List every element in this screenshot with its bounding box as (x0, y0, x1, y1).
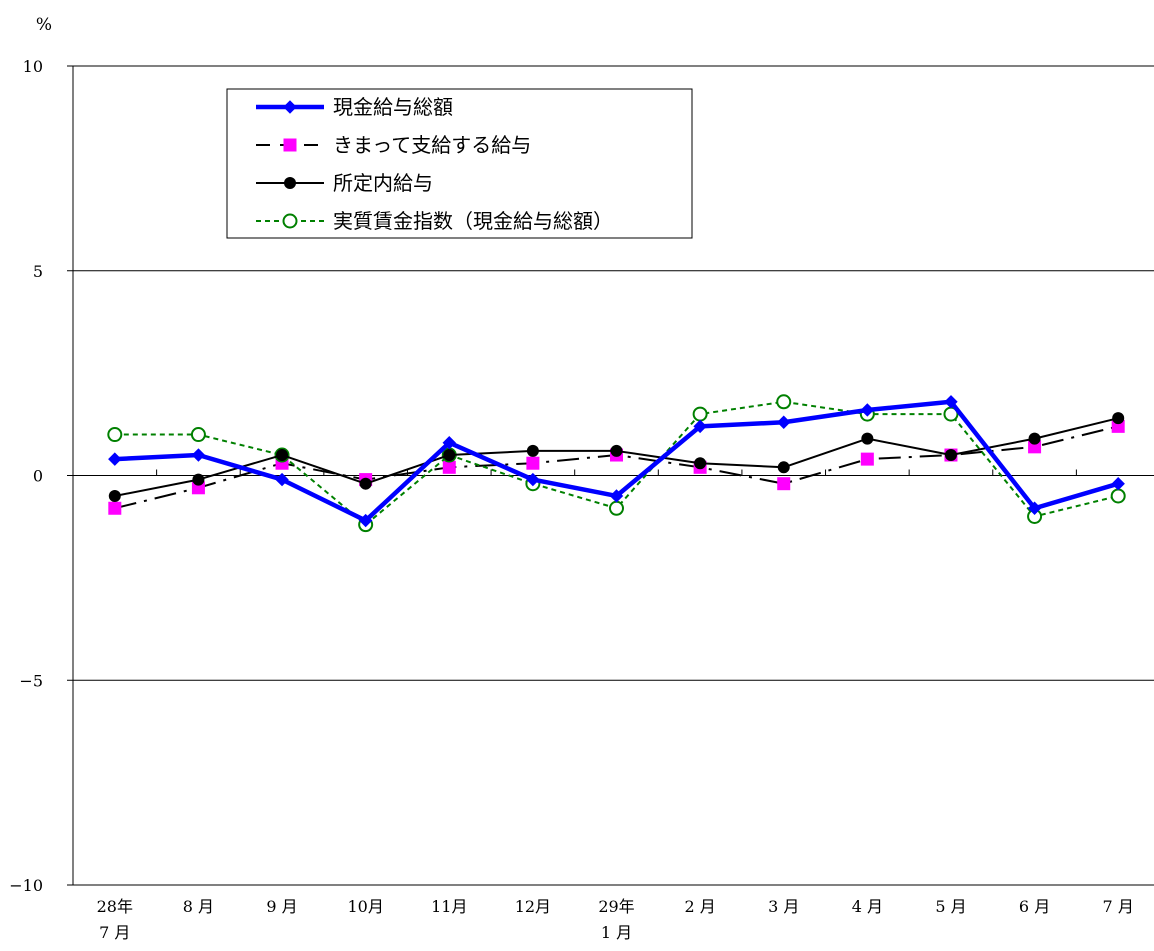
diamond-marker (1027, 501, 1042, 515)
x-tick-label: 8 月 (183, 897, 214, 916)
legend-label: きまって支給する給与 (333, 133, 531, 157)
legend-label: 実質賃金指数（現金給与総額） (333, 209, 613, 233)
x-tick-label: 28年 (97, 897, 133, 916)
y-tick-label: 10 (23, 57, 43, 76)
circle-marker (1112, 412, 1125, 425)
square-marker (442, 460, 456, 474)
square-marker (108, 501, 122, 515)
y-tick-label: 5 (33, 262, 43, 281)
x-tick-label: 3 月 (768, 897, 799, 916)
x-tick-label: 11月 (431, 897, 467, 916)
open-circle-marker (692, 406, 708, 422)
circle-marker (610, 444, 623, 457)
x-tick-label: 29年 (598, 897, 634, 916)
legend-label: 現金給与総額 (333, 95, 453, 119)
axes: 10 5 0 −5 −10% 28年 7 月 8 月 9 月 10月 11月 12月 29年 1 月 2 月… (9, 15, 1154, 942)
diamond-marker (191, 448, 206, 462)
y-tick-label: −5 (19, 671, 43, 690)
diamond-marker (358, 513, 373, 528)
diamond-marker (777, 415, 791, 429)
x-tick-label: 1 月 (601, 923, 632, 942)
diamond-marker (283, 100, 297, 114)
x-tick-label: 7 月 (99, 923, 130, 942)
open-circle-marker (776, 394, 792, 410)
diamond-marker (1111, 476, 1125, 491)
legend-box (226, 88, 693, 239)
diamond-marker (275, 472, 289, 487)
x-tick-label: 2 月 (684, 897, 715, 916)
x-tick-label: 6 月 (1019, 897, 1050, 916)
diamond-marker (442, 436, 456, 450)
open-circle-marker (282, 213, 298, 229)
square-marker (526, 456, 540, 470)
grid (73, 270, 1154, 681)
circle-marker (694, 457, 707, 470)
circle-marker (777, 461, 790, 474)
x-tick-label: 4 月 (852, 897, 883, 916)
open-circle-marker (107, 427, 123, 443)
diamond-marker (609, 489, 624, 503)
diamond-marker (860, 403, 875, 417)
square-marker (283, 138, 297, 152)
x-tick-label: 5 月 (935, 897, 966, 916)
open-circle-marker (1110, 488, 1126, 504)
y-tick-label: 0 (33, 467, 43, 486)
circle-marker (861, 432, 874, 445)
x-tick-label: 7 月 (1103, 897, 1134, 916)
series-2 (108, 412, 1125, 502)
circle-marker (944, 449, 957, 462)
x-tick-label: 10月 (347, 897, 383, 916)
circle-marker (1028, 432, 1041, 445)
diamond-marker (693, 419, 707, 434)
circle-marker (192, 473, 205, 486)
circle-marker (108, 489, 121, 502)
series-0 (108, 395, 1125, 528)
circle-marker (526, 444, 539, 457)
circle-marker (284, 177, 296, 189)
y-tick-label: −10 (9, 876, 43, 895)
series-lines (107, 394, 1126, 533)
diamond-marker (526, 472, 540, 487)
open-circle-marker (190, 427, 206, 443)
open-circle-marker (609, 500, 624, 516)
circle-marker (276, 449, 289, 462)
x-tick-label: 9 月 (266, 897, 297, 916)
circle-marker (443, 449, 456, 462)
legend-label: 所定内給与 (333, 171, 433, 195)
diamond-marker (108, 452, 122, 466)
x-tick-label: 12月 (515, 897, 551, 916)
circle-marker (359, 477, 372, 490)
y-unit-label: % (36, 15, 52, 35)
diamond-marker (944, 395, 958, 409)
series-3 (107, 394, 1126, 533)
square-marker (860, 452, 874, 466)
square-marker (777, 477, 791, 491)
